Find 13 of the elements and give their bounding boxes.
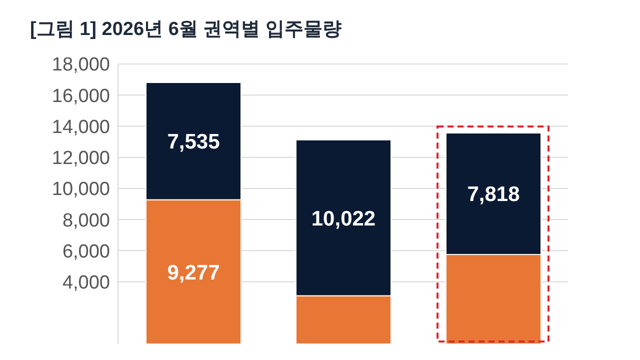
y-tick-label: 8,000 bbox=[62, 210, 110, 232]
data-label: 7,818 bbox=[467, 183, 520, 206]
y-tick-label: 6,000 bbox=[62, 241, 110, 262]
y-tick-label: 18,000 bbox=[52, 54, 110, 76]
y-tick-label: 12,000 bbox=[52, 148, 110, 170]
y-tick-label: 14,000 bbox=[52, 116, 110, 138]
data-label: 9,277 bbox=[167, 261, 220, 284]
data-label: 10,022 bbox=[311, 207, 376, 230]
y-tick-label: 10,000 bbox=[52, 179, 110, 200]
y-tick-label: 16,000 bbox=[52, 86, 110, 107]
data-label: 7,535 bbox=[167, 130, 220, 154]
y-tick-label: 4,000 bbox=[62, 272, 110, 294]
chart-title: [그림 1] 2026년 6월 권역별 입주물량 bbox=[29, 18, 342, 42]
